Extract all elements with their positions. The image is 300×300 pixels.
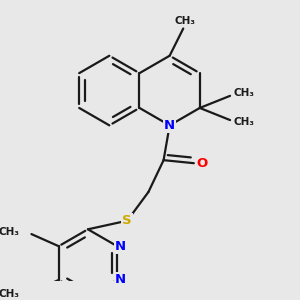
Text: O: O: [197, 157, 208, 170]
Text: N: N: [115, 274, 126, 286]
Text: CH₃: CH₃: [233, 118, 254, 128]
Text: CH₃: CH₃: [174, 16, 195, 26]
Text: N: N: [164, 119, 175, 132]
Text: S: S: [122, 214, 132, 227]
Text: CH₃: CH₃: [0, 290, 20, 299]
Text: N: N: [115, 240, 126, 253]
Text: CH₃: CH₃: [0, 227, 20, 237]
Text: CH₃: CH₃: [233, 88, 254, 98]
